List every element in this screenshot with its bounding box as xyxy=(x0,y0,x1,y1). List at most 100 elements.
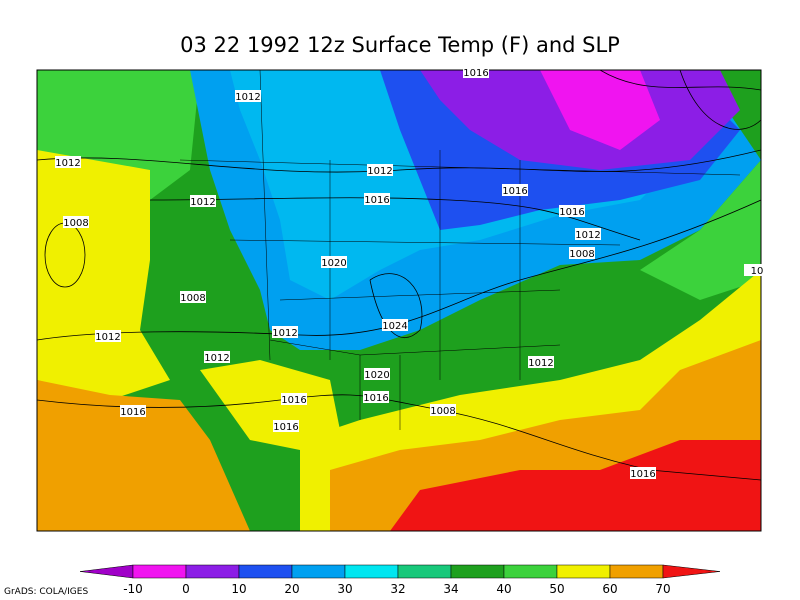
isobar-value: 1016 xyxy=(630,469,655,480)
colorbar-swatch xyxy=(185,564,240,579)
label-box xyxy=(569,247,595,259)
isobar-value: 10 xyxy=(751,266,764,277)
colorbar-label: 40 xyxy=(496,582,511,596)
label-box xyxy=(55,156,81,168)
isobar-value: 1012 xyxy=(235,92,260,103)
isobar-label: 1016 xyxy=(630,467,656,480)
isobar-label: 1012 xyxy=(55,156,81,169)
label-box xyxy=(575,228,601,240)
isobar-labels: 1016 1012 1012 1012 1016 1012 1016 1016 1012 1008… xyxy=(55,66,770,480)
isobar-label: 1024 xyxy=(382,319,408,332)
colorbar-low xyxy=(79,564,134,579)
isobar-value: 1016 xyxy=(281,395,306,406)
colorbar-label: 20 xyxy=(284,582,299,596)
colorbar: -10 0 10 20 30 32 34 40 50 60 70 xyxy=(79,564,721,596)
colorbar-label: 34 xyxy=(443,582,458,596)
colorbar-swatch xyxy=(609,564,664,579)
label-box xyxy=(364,193,390,205)
field-magenta xyxy=(540,70,660,150)
isobar-value: 1008 xyxy=(63,218,88,229)
isobar-value: 1016 xyxy=(364,195,389,206)
isobar-label: 1016 xyxy=(120,405,146,418)
isobar-label: 1012 xyxy=(190,195,216,208)
colorbar-swatch xyxy=(556,564,611,579)
isobar-label: 1012 xyxy=(95,330,121,343)
isobar-value: 1016 xyxy=(559,207,584,218)
colorbar-swatch xyxy=(397,564,452,579)
label-box xyxy=(272,326,298,338)
colorbar-swatch xyxy=(503,564,558,579)
label-box xyxy=(321,256,347,268)
isobar-label: 1020 xyxy=(321,256,347,269)
label-box xyxy=(630,467,656,479)
isobar-label: 1012 xyxy=(204,351,230,364)
isobar-value: 1012 xyxy=(528,358,553,369)
isobar-label: 1016 xyxy=(463,66,489,79)
isobar-value: 1020 xyxy=(364,370,389,381)
field-red xyxy=(390,440,761,531)
label-box xyxy=(180,291,206,303)
isobar-label: 1012 xyxy=(235,90,261,103)
isobar-label: 1012 xyxy=(528,356,554,369)
label-box xyxy=(281,393,307,405)
map-frame xyxy=(36,69,762,532)
isobar-label: 1020 xyxy=(364,368,390,381)
colorbar-label: 32 xyxy=(390,582,405,596)
isobar-label: 1016 xyxy=(273,420,299,433)
isobar-label: 1008 xyxy=(430,404,456,417)
temperature-field xyxy=(37,70,761,531)
colorbar-label: 70 xyxy=(655,582,670,596)
label-box xyxy=(430,404,456,416)
label-box xyxy=(528,356,554,368)
label-box xyxy=(63,216,89,228)
isobar-label: 1016 xyxy=(281,393,307,406)
isobar-value: 1016 xyxy=(273,422,298,433)
colorbar-swatch xyxy=(132,564,187,579)
colorbar-label: 10 xyxy=(231,582,246,596)
isobar-label: 1016 xyxy=(559,205,585,218)
isobar-label: 1008 xyxy=(180,291,206,304)
isobar-value: 1024 xyxy=(382,321,407,332)
label-box xyxy=(463,66,489,78)
isobar-label: 1016 xyxy=(363,391,389,404)
label-box xyxy=(744,264,770,276)
isobar-value: 1012 xyxy=(55,158,80,169)
colorbar-swatch xyxy=(238,564,293,579)
colorbar-label: 30 xyxy=(337,582,352,596)
isobar-value: 1012 xyxy=(190,197,215,208)
colorbar-label: -10 xyxy=(123,582,143,596)
field-green-ne xyxy=(640,160,761,300)
label-box xyxy=(382,319,408,331)
isobar-label: 1008 xyxy=(569,247,595,260)
isobar-value: 1012 xyxy=(575,230,600,241)
colorbar-label: 60 xyxy=(602,582,617,596)
label-box xyxy=(190,195,216,207)
label-box xyxy=(95,330,121,342)
isobar-value: 1016 xyxy=(463,68,488,79)
colorbar-label: 50 xyxy=(549,582,564,596)
label-box xyxy=(502,184,528,196)
isobar-value: 1012 xyxy=(272,328,297,339)
colorbar-swatch xyxy=(291,564,346,579)
isobar-value: 1008 xyxy=(569,249,594,260)
isobar-label: 10 xyxy=(744,264,770,277)
label-box xyxy=(273,420,299,432)
colorbar-label: 0 xyxy=(182,582,190,596)
label-box xyxy=(235,90,261,102)
isobar-value: 1008 xyxy=(430,406,455,417)
credit: GrADS: COLA/IGES xyxy=(4,587,88,597)
isobar-value: 1016 xyxy=(502,186,527,197)
colorbar-high xyxy=(662,564,721,579)
title: 03 22 1992 12z Surface Temp (F) and SLP xyxy=(180,33,620,57)
field-orange-west xyxy=(37,380,250,531)
isobar-value: 1016 xyxy=(120,407,145,418)
isobar-value: 1012 xyxy=(204,353,229,364)
colorbar-swatch xyxy=(344,564,399,579)
isobar-label: 1012 xyxy=(367,164,393,177)
isobar-value: 1020 xyxy=(321,258,346,269)
isobar-value: 1008 xyxy=(180,293,205,304)
isobar-label: 1016 xyxy=(502,184,528,197)
label-box xyxy=(363,391,389,403)
